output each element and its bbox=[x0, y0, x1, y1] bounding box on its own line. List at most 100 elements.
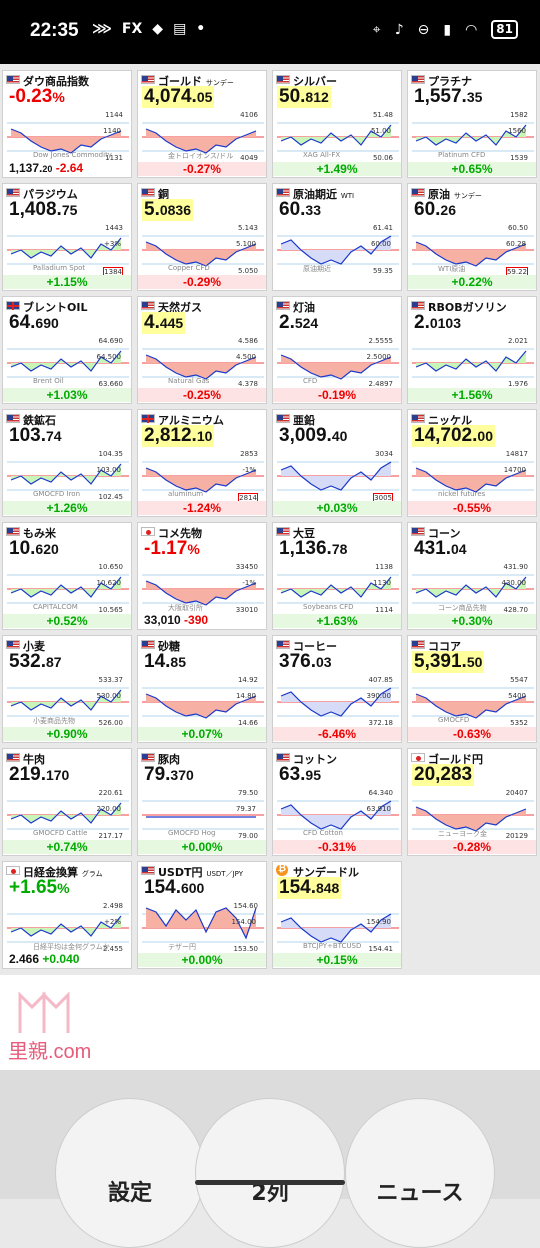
mini-chart bbox=[142, 907, 264, 943]
chart-low-label: 5352 bbox=[510, 719, 528, 727]
card-value: 4,074.05 bbox=[142, 86, 215, 108]
flag-icon bbox=[276, 753, 290, 762]
chart-mid-label: 5400 bbox=[508, 692, 526, 700]
commodity-card[interactable]: RBOBガソリン 2.0103 2.021 1.976 +1.56% bbox=[407, 296, 537, 404]
mini-chart bbox=[142, 122, 264, 154]
chart-mid-label: 220.00 bbox=[96, 805, 122, 813]
commodity-card[interactable]: ダウ商品指数 -0.23% 1144 1140 1131 Dow Jones Commo… bbox=[2, 70, 132, 178]
mini-chart bbox=[412, 235, 534, 267]
commodity-card[interactable]: 天然ガス 4.445 4.586 4.500 4.378 Natural Gas -0.2… bbox=[137, 296, 267, 404]
chart-line bbox=[10, 576, 122, 598]
status-right-icons: ⌖ ♪ ⊖ ▮ ◠ 81 bbox=[373, 20, 518, 39]
location-icon: ⌖ bbox=[372, 21, 381, 38]
card-change: +0.07% bbox=[138, 727, 266, 741]
chart-line bbox=[10, 128, 122, 154]
chart-line bbox=[10, 689, 122, 711]
commodity-card[interactable]: 鉄鉱石 103.74 104.35 103.00 102.45 GMOCFD Iron +… bbox=[2, 409, 132, 517]
commodity-card[interactable]: ゴールド円 20,283 20407 20129 ニューヨーク金 -0.28% bbox=[407, 748, 537, 856]
battery-icon: 81 bbox=[491, 20, 518, 39]
commodity-card[interactable]: シルバー 50.812 51.48 51.00 50.06 XAG All-FX +1.4… bbox=[272, 70, 402, 178]
chart-high-label: 64.340 bbox=[368, 789, 394, 797]
card-name: ダウ商品指数 bbox=[23, 75, 89, 88]
chart-mid-label: -1% bbox=[242, 579, 256, 587]
fx-icon: FX bbox=[121, 21, 143, 37]
flag-icon bbox=[6, 301, 20, 310]
commodity-card[interactable]: 小麦 532.87 533.37 530.00 526.00 小麦商品先物 +0.90% bbox=[2, 635, 132, 743]
settings-button[interactable]: 設定 bbox=[55, 1098, 205, 1248]
flag-icon bbox=[141, 753, 155, 762]
card-change: +1.63% bbox=[273, 614, 401, 628]
commodity-card[interactable]: コットン 63.95 64.340 63.910 CFD Cotton -0.31% bbox=[272, 748, 402, 856]
commodity-card[interactable]: パラジウム 1,408.75 1443 +3% 1384 Palladium Spot +… bbox=[2, 183, 132, 291]
commodity-card[interactable]: 日経金換算 グラム +1.65% 2.498 +2% 2.455 日経平均は金何グラムか 2… bbox=[2, 861, 132, 969]
chart-area bbox=[416, 807, 526, 831]
card-footer-value: 2.466 +0.040 bbox=[9, 952, 80, 966]
chart-area bbox=[146, 694, 256, 718]
commodity-card[interactable]: ニッケル 14,702.00 14817 14700 nickel futures -0… bbox=[407, 409, 537, 517]
flag-icon bbox=[6, 527, 20, 536]
chart-watermark: CFD Cotton bbox=[303, 829, 343, 837]
commodity-card[interactable]: ココア 5,391.50 5547 5400 5352 GMOCFD -0.63% bbox=[407, 635, 537, 743]
chart-area bbox=[146, 355, 256, 379]
chart-area bbox=[281, 355, 391, 379]
ad-banner[interactable]: 里親.com bbox=[0, 975, 540, 1070]
commodity-card[interactable]: 亜鉛 3,009.40 3034 3005 +0.03% bbox=[272, 409, 402, 517]
chart-mid-label: 1130 bbox=[373, 579, 391, 587]
chart-high-label: 2.5555 bbox=[368, 337, 394, 345]
commodity-card[interactable]: USDT円 USDT／JPY 154.600 154.60 154.00 153.50 テ… bbox=[137, 861, 267, 969]
mini-chart bbox=[7, 800, 129, 830]
commodity-card[interactable]: ゴールド サンデー 4,074.05 4106 4049 金トロイオンス/ドル -0.27… bbox=[137, 70, 267, 178]
chart-high-label: 2853 bbox=[240, 450, 258, 458]
commodity-card[interactable]: コーン 431.04 431.90 430.00 428.70 コーン商品先物 +0.30… bbox=[407, 522, 537, 630]
chart-mid-label: 51.00 bbox=[370, 127, 391, 135]
flag-icon bbox=[6, 188, 20, 197]
commodity-card[interactable]: 原油期近 WTI 60.33 61.41 60.00 59.35 原油期近 bbox=[272, 183, 402, 291]
commodity-card[interactable]: プラチナ 1,557.35 1582 1560 1539 Platinum CFD +0.… bbox=[407, 70, 537, 178]
card-change: -0.29% bbox=[138, 275, 266, 289]
columns-button[interactable]: 2列 bbox=[195, 1098, 345, 1248]
commodity-card[interactable]: 牛肉 219.170 220.61 220.00 217.17 GMOCFD Cattl… bbox=[2, 748, 132, 856]
chart-low-label: 2.455 bbox=[102, 945, 123, 953]
chart-low-label: 1539 bbox=[510, 154, 528, 162]
card-change: +0.00% bbox=[138, 953, 266, 967]
commodity-card[interactable]: コーヒー 376.03 407.85 390.00 372.18 -6.46% bbox=[272, 635, 402, 743]
commodity-card[interactable]: 砂糖 14.85 14.92 14.80 14.66 +0.07% bbox=[137, 635, 267, 743]
chart-line bbox=[280, 124, 392, 146]
chart-low-label: 10.565 bbox=[98, 606, 124, 614]
chart-area bbox=[11, 129, 121, 153]
flag-icon bbox=[276, 414, 290, 423]
chart-area bbox=[416, 694, 526, 718]
commodity-card[interactable]: サンデードル 154.848 154.90 154.41 BTCJPY÷BTCUSD +… bbox=[272, 861, 402, 969]
chart-line bbox=[145, 241, 257, 267]
card-change: +1.15% bbox=[3, 275, 131, 289]
chart-watermark: Natural Gas bbox=[168, 377, 210, 385]
gesture-handle[interactable] bbox=[195, 1180, 345, 1185]
mini-chart bbox=[142, 687, 264, 719]
commodity-card[interactable]: ブレントOIL 64.690 64.690 64.500 63.660 Brent Oi… bbox=[2, 296, 132, 404]
card-name: ブレントOIL bbox=[23, 301, 88, 314]
commodity-card[interactable]: 銅 5.0836 5.143 5.100 5.050 Copper CFD -0.29% bbox=[137, 183, 267, 291]
commodity-card[interactable]: 原油 サンデー 60.26 60.50 60.28 59.22 WTI原油 +0.22% bbox=[407, 183, 537, 291]
chart-mid-label: 60.00 bbox=[370, 240, 391, 248]
card-value: 64.690 bbox=[9, 312, 59, 333]
chart-area bbox=[146, 242, 256, 266]
card-name: ゴールド サンデー bbox=[158, 75, 234, 88]
chart-watermark: BTCJPY÷BTCUSD bbox=[303, 942, 362, 950]
commodity-card[interactable]: コメ先物 -1.17% 33450 -1% 33010 大阪取引所 33,010 -390 bbox=[137, 522, 267, 630]
chart-watermark: CAPITALCOM bbox=[33, 603, 78, 611]
mini-chart bbox=[412, 122, 534, 152]
chart-line bbox=[10, 463, 122, 485]
commodity-card[interactable]: 豚肉 79.370 79.50 79.37 79.00 GMOCFD Hog +0.00% bbox=[137, 748, 267, 856]
commodity-card[interactable]: 大豆 1,136.78 1138 1130 1114 Soybeans CFD +1.63… bbox=[272, 522, 402, 630]
commodity-card[interactable]: アルミニウム 2,812.10 2853 -1% 2814 aluminum -1.24% bbox=[137, 409, 267, 517]
news-button[interactable]: ニュース bbox=[345, 1098, 495, 1248]
flag-icon bbox=[6, 866, 20, 875]
commodity-card[interactable]: もみ米 10.620 10.650 10.620 10.565 CAPITALCOM +0… bbox=[2, 522, 132, 630]
chart-watermark: nickel futures bbox=[438, 490, 486, 498]
chart-high-label: 2.498 bbox=[102, 902, 123, 910]
chart-low-label: 153.50 bbox=[233, 945, 259, 953]
commodity-card[interactable]: 灯油 2.524 2.5555 2.5000 2.4897 CFD -0.19% bbox=[272, 296, 402, 404]
flag-icon bbox=[141, 188, 155, 197]
card-change: +1.49% bbox=[273, 162, 401, 176]
card-change: +1.03% bbox=[3, 388, 131, 402]
